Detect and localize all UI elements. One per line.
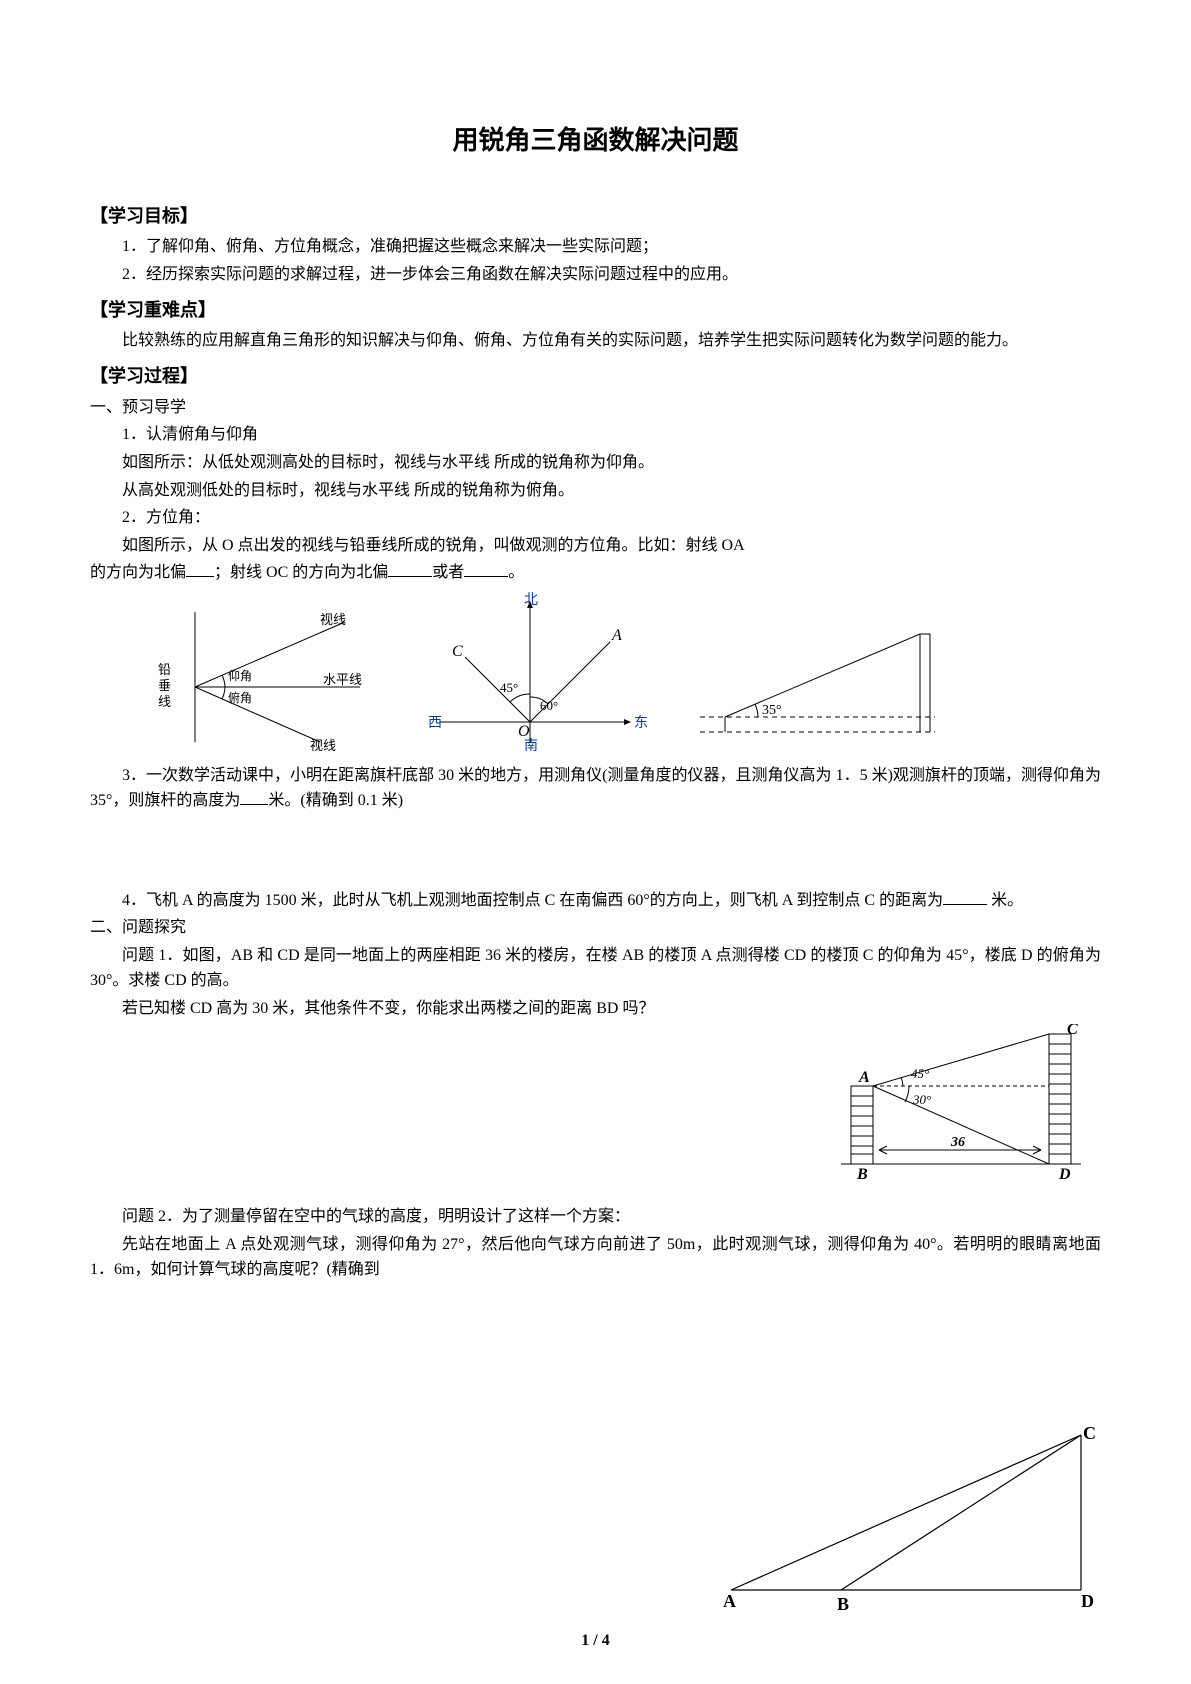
process-header: 【学习过程】 — [90, 362, 1101, 391]
p2-2b: 的方向为北偏 ；射线 OC 的方向为北偏 或者 。 — [90, 560, 1101, 586]
goals-item-2: 2．经历探索实际问题的求解过程，进一步体会三角函数在解决实际问题过程中的应用。 — [90, 262, 1101, 288]
p1-3: 从高处观测低处的目标时，视线与水平线 所成的锐角称为俯角。 — [90, 478, 1101, 504]
flagpole-diagram: 35° — [680, 622, 960, 761]
blank-4 — [240, 789, 268, 805]
p2-2b-suffix: 。 — [508, 564, 524, 581]
blank-2 — [388, 561, 432, 577]
label-60: 60° — [540, 698, 558, 713]
p2-2b-mid: ；射线 OC 的方向为北偏 — [214, 564, 388, 581]
label-up-angle: 仰角 — [228, 668, 252, 683]
label-west: 西 — [428, 716, 442, 731]
label-bA: A — [858, 1069, 870, 1086]
q2-1: 问题 2．为了测量停留在空中的气球的高度，明明设计了这样一个方案： — [90, 1204, 1101, 1230]
triangle-diagram: A B C D — [721, 1425, 1111, 1624]
diagrams-row: 视线 视线 水平线 铅 垂 线 仰角 俯角 — [150, 592, 1101, 761]
p4-b: 米。 — [987, 892, 1023, 909]
page-title: 用锐角三角函数解决问题 — [90, 120, 1101, 162]
p2-2b-prefix: 的方向为北偏 — [90, 564, 186, 581]
q1-2: 若已知楼 CD 高为 30 米，其他条件不变，你能求出两楼之间的距离 BD 吗？ — [90, 996, 1101, 1022]
label-A: A — [611, 627, 622, 644]
label-south: 南 — [524, 738, 538, 752]
label-north: 北 — [524, 592, 538, 608]
p3-b: 米。(精确到 0.1 米) — [268, 792, 403, 809]
label-east: 东 — [634, 715, 648, 731]
label-tB: B — [837, 1594, 849, 1614]
label-45: 45° — [500, 680, 518, 695]
label-C: C — [452, 643, 463, 660]
q1-1: 问题 1．如图，AB 和 CD 是同一地面上的两座相距 36 米的楼房，在楼 A… — [90, 943, 1101, 994]
p2-2b-mid2: 或者 — [432, 564, 464, 581]
label-vert-3: 线 — [158, 694, 171, 709]
subsection-1-header: 一、预习导学 — [90, 395, 1101, 421]
label-vert-1: 铅 — [158, 662, 171, 677]
label-sight-down: 视线 — [310, 738, 336, 752]
label-tA: A — [723, 1591, 736, 1611]
label-b45: 45° — [911, 1066, 929, 1081]
label-b30: 30° — [912, 1092, 931, 1107]
p2-2a: 如图所示，从 O 点出发的视线与铅垂线所成的锐角，叫做观测的方位角。比如：射线 … — [90, 533, 1101, 559]
blank-1 — [186, 561, 214, 577]
q2-2: 先站在地面上 A 点处观测气球，测得仰角为 27°，然后他向气球方向前进了 50… — [90, 1232, 1101, 1283]
page-number: 1 / 4 — [0, 1628, 1191, 1654]
label-sight-up: 视线 — [320, 612, 346, 627]
subsection-2-header: 二、问题探究 — [90, 915, 1101, 941]
label-down-angle: 俯角 — [228, 690, 252, 705]
label-tC: C — [1083, 1425, 1096, 1443]
label-35: 35° — [762, 703, 782, 718]
angle-diagram: 视线 视线 水平线 铅 垂 线 仰角 俯角 — [150, 602, 380, 761]
p2-1: 2．方位角： — [90, 505, 1101, 531]
blank-3 — [464, 561, 508, 577]
compass-diagram: 北 南 西 东 O A C 45° 60° — [400, 592, 660, 761]
building-diagram: A B C D 45° 30° 36 — [831, 1024, 1091, 1193]
p1-2: 如图所示：从低处观测高处的目标时，视线与水平线 所成的锐角称为仰角。 — [90, 450, 1101, 476]
label-bC: C — [1067, 1024, 1078, 1038]
label-bdist: 36 — [950, 1135, 965, 1150]
label-tD: D — [1081, 1591, 1094, 1611]
goals-item-1: 1．了解仰角、俯角、方位角概念，准确把握这些概念来解决一些实际问题； — [90, 234, 1101, 260]
p1-1: 1．认清俯角与仰角 — [90, 422, 1101, 448]
focus-header: 【学习重难点】 — [90, 296, 1101, 325]
goals-header: 【学习目标】 — [90, 202, 1101, 231]
label-bB: B — [856, 1166, 868, 1183]
p4-a: 4．飞机 A 的高度为 1500 米，此时从飞机上观测地面控制点 C 在南偏西 … — [122, 892, 943, 909]
label-bD: D — [1058, 1166, 1071, 1183]
p3: 3．一次数学活动课中，小明在距离旗杆底部 30 米的地方，用测角仪(测量角度的仪… — [90, 763, 1101, 814]
label-O: O — [518, 723, 530, 740]
label-vert-2: 垂 — [158, 678, 171, 693]
label-horiz: 水平线 — [323, 672, 362, 687]
blank-5 — [943, 889, 987, 905]
p4: 4．飞机 A 的高度为 1500 米，此时从飞机上观测地面控制点 C 在南偏西 … — [90, 888, 1101, 914]
focus-body: 比较熟练的应用解直角三角形的知识解决与仰角、俯角、方位角有关的实际问题，培养学生… — [90, 328, 1101, 354]
